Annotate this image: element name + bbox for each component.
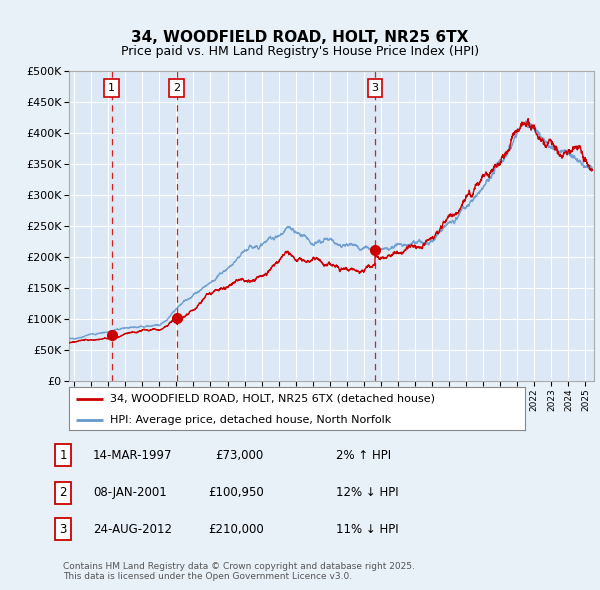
Text: Price paid vs. HM Land Registry's House Price Index (HPI): Price paid vs. HM Land Registry's House … — [121, 45, 479, 58]
Text: 24-AUG-2012: 24-AUG-2012 — [93, 523, 172, 536]
Text: 2% ↑ HPI: 2% ↑ HPI — [336, 449, 391, 462]
Text: 2: 2 — [173, 83, 181, 93]
Text: Contains HM Land Registry data © Crown copyright and database right 2025.
This d: Contains HM Land Registry data © Crown c… — [63, 562, 415, 581]
Text: 3: 3 — [59, 523, 67, 536]
Text: 11% ↓ HPI: 11% ↓ HPI — [336, 523, 398, 536]
Text: £210,000: £210,000 — [208, 523, 264, 536]
Text: 1: 1 — [108, 83, 115, 93]
Text: 14-MAR-1997: 14-MAR-1997 — [93, 449, 173, 462]
Text: 34, WOODFIELD ROAD, HOLT, NR25 6TX (detached house): 34, WOODFIELD ROAD, HOLT, NR25 6TX (deta… — [110, 394, 435, 404]
Text: 08-JAN-2001: 08-JAN-2001 — [93, 486, 167, 499]
Text: 1: 1 — [59, 449, 67, 462]
Text: £73,000: £73,000 — [216, 449, 264, 462]
Text: 12% ↓ HPI: 12% ↓ HPI — [336, 486, 398, 499]
Text: £100,950: £100,950 — [208, 486, 264, 499]
Text: 2: 2 — [59, 486, 67, 499]
Text: HPI: Average price, detached house, North Norfolk: HPI: Average price, detached house, Nort… — [110, 415, 391, 425]
Text: 3: 3 — [371, 83, 379, 93]
Text: 34, WOODFIELD ROAD, HOLT, NR25 6TX: 34, WOODFIELD ROAD, HOLT, NR25 6TX — [131, 30, 469, 45]
